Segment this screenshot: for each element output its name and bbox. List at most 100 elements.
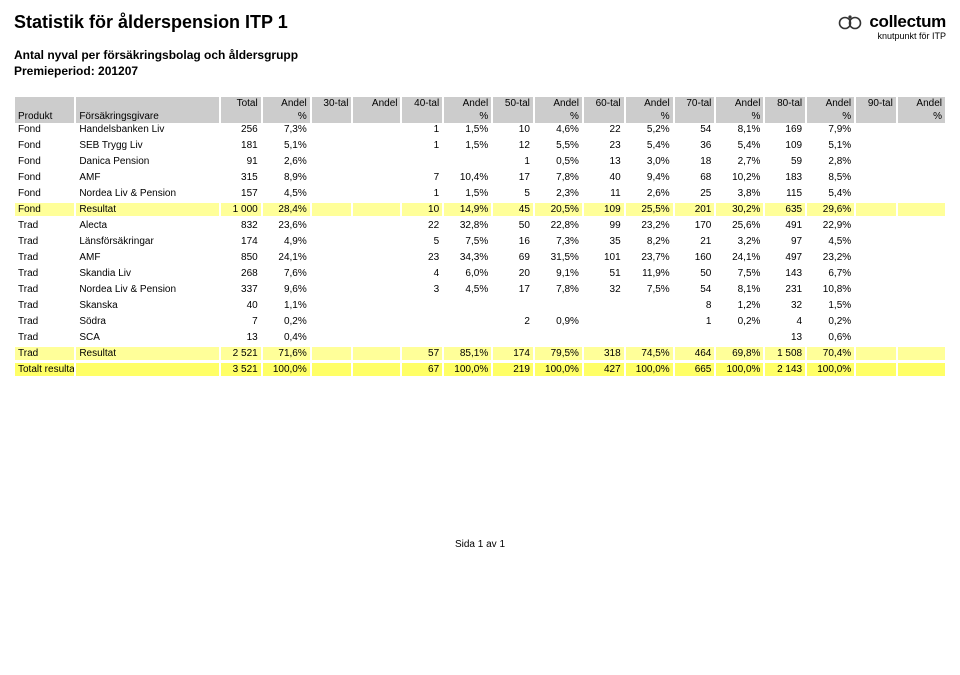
cell: 32	[583, 283, 625, 296]
header-row-2: ProduktFörsäkringsgivare%%%%%%%	[14, 110, 946, 123]
cell: 4,6%	[534, 123, 583, 136]
cell: 8,1%	[715, 283, 764, 296]
cell: Skanska	[75, 299, 220, 312]
col-header: Andel	[352, 97, 401, 110]
col-header: 40-tal	[401, 97, 443, 110]
cell: 23,6%	[262, 219, 311, 232]
cell: 101	[583, 251, 625, 264]
cell	[897, 267, 946, 280]
cell: 25,5%	[625, 203, 674, 216]
cell: 7,9%	[806, 123, 855, 136]
cell	[855, 315, 897, 328]
cell: 4,5%	[262, 187, 311, 200]
cell: 10,2%	[715, 171, 764, 184]
cell: 0,2%	[806, 315, 855, 328]
table-row: TradAMF85024,1%2334,3%6931,5%10123,7%160…	[14, 251, 946, 264]
cell: 11	[583, 187, 625, 200]
cell: Fond	[14, 155, 75, 168]
table-row: FondDanica Pension912,6%10,5%133,0%182,7…	[14, 155, 946, 168]
cell: 85,1%	[443, 347, 492, 360]
cell: 183	[764, 171, 806, 184]
cell: 35	[583, 235, 625, 248]
col-header: Andel	[715, 97, 764, 110]
cell: 45	[492, 203, 534, 216]
cell: 7,3%	[534, 235, 583, 248]
page-footer: Sida 1 av 1	[14, 539, 946, 550]
cell: 8,9%	[262, 171, 311, 184]
cell: 635	[764, 203, 806, 216]
cell: 231	[764, 283, 806, 296]
cell: Fond	[14, 123, 75, 136]
cell	[352, 171, 401, 184]
cell	[897, 299, 946, 312]
cell	[75, 363, 220, 376]
col-header: Försäkringsgivare	[75, 110, 220, 123]
cell	[492, 299, 534, 312]
cell	[715, 331, 764, 344]
col-header: 60-tal	[583, 97, 625, 110]
cell: 14,9%	[443, 203, 492, 216]
cell	[352, 331, 401, 344]
table-row: TradSkanska401,1%81,2%321,5%	[14, 299, 946, 312]
cell	[583, 331, 625, 344]
col-header	[674, 110, 716, 123]
cell: 7,5%	[443, 235, 492, 248]
header-row-1: TotalAndel30-talAndel40-talAndel50-talAn…	[14, 97, 946, 110]
cell	[443, 331, 492, 344]
cell: 2 521	[220, 347, 262, 360]
col-header	[492, 110, 534, 123]
table-row: FondSEB Trygg Liv1815,1%11,5%125,5%235,4…	[14, 139, 946, 152]
cell: 5	[401, 235, 443, 248]
cell: 2,3%	[534, 187, 583, 200]
cell: 9,4%	[625, 171, 674, 184]
cell	[625, 299, 674, 312]
cell: 97	[764, 235, 806, 248]
cell: 100,0%	[262, 363, 311, 376]
col-header: %	[897, 110, 946, 123]
cell: 59	[764, 155, 806, 168]
cell: 1 000	[220, 203, 262, 216]
cell: 0,6%	[806, 331, 855, 344]
cell: 1	[401, 123, 443, 136]
cell	[311, 235, 353, 248]
cell	[897, 203, 946, 216]
col-header: Andel	[625, 97, 674, 110]
cell: 30,2%	[715, 203, 764, 216]
logo-tagline: knutpunkt för ITP	[877, 31, 946, 41]
cell: Trad	[14, 299, 75, 312]
cell: 69,8%	[715, 347, 764, 360]
cell: 337	[220, 283, 262, 296]
cell: 0,2%	[262, 315, 311, 328]
cell	[352, 283, 401, 296]
col-header: %	[443, 110, 492, 123]
col-header: Andel	[262, 97, 311, 110]
cell	[855, 347, 897, 360]
cell: 5,4%	[625, 139, 674, 152]
cell: 10,8%	[806, 283, 855, 296]
cell: 25,6%	[715, 219, 764, 232]
cell: 13	[764, 331, 806, 344]
subtitle-line2: Premieperiod: 201207	[14, 63, 298, 79]
cell	[897, 123, 946, 136]
cell: 74,5%	[625, 347, 674, 360]
cell: 10	[492, 123, 534, 136]
cell: 160	[674, 251, 716, 264]
cell: 70,4%	[806, 347, 855, 360]
cell: 16	[492, 235, 534, 248]
cell: 0,9%	[534, 315, 583, 328]
cell: Länsförsäkringar	[75, 235, 220, 248]
cell	[352, 155, 401, 168]
cell: 28,4%	[262, 203, 311, 216]
cell: 7,6%	[262, 267, 311, 280]
cell: 174	[220, 235, 262, 248]
cell: 1	[492, 155, 534, 168]
cell	[583, 299, 625, 312]
cell: 67	[401, 363, 443, 376]
cell: 0,2%	[715, 315, 764, 328]
cell: 21	[674, 235, 716, 248]
col-header: 50-tal	[492, 97, 534, 110]
cell: 71,6%	[262, 347, 311, 360]
cell: 25	[674, 187, 716, 200]
cell	[583, 315, 625, 328]
cell: 23	[401, 251, 443, 264]
